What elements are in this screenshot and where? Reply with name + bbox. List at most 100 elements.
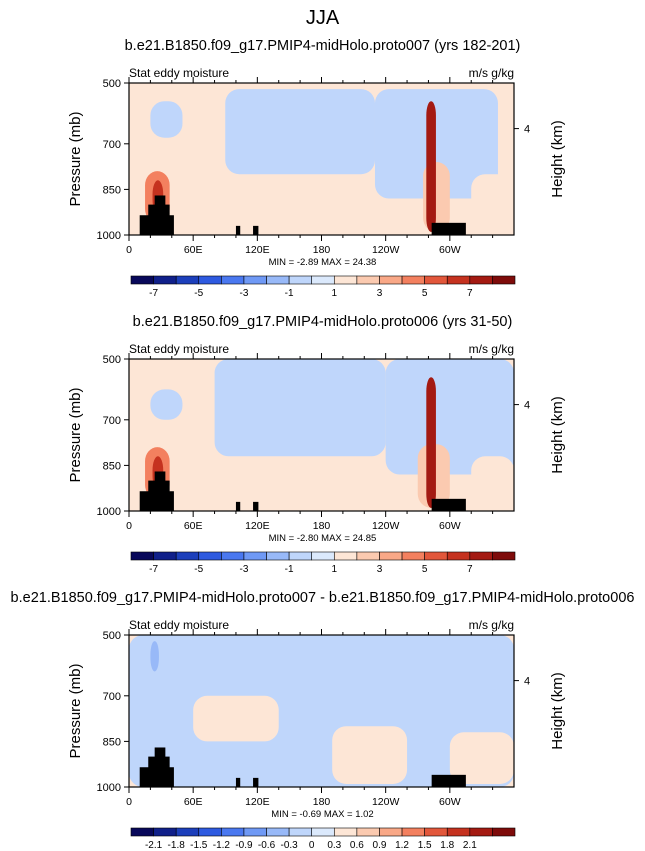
x-tick-label: 120W <box>372 796 400 808</box>
y-tick-label: 1000 <box>97 230 121 242</box>
y-tick-label: 700 <box>103 691 121 703</box>
colorbar-swatch <box>492 275 516 285</box>
colorbar-swatch <box>401 827 425 837</box>
colorbar-swatch <box>492 551 516 561</box>
colorbar-label: -1.8 <box>168 840 186 851</box>
colorbar-swatch <box>446 551 471 561</box>
colorbar-swatch <box>130 827 154 837</box>
colorbar-swatch <box>266 827 290 837</box>
contour-patch <box>385 359 514 475</box>
colorbar-label: -5 <box>194 288 203 299</box>
colorbar-swatch <box>379 275 403 285</box>
colorbar-swatch <box>446 827 471 837</box>
colorbar-swatch <box>311 551 335 561</box>
colorbar-swatch <box>243 275 267 285</box>
colorbar-swatch <box>424 275 448 285</box>
y-axis-label: Pressure (mb) <box>67 663 84 758</box>
units-label: m/s g/kg <box>469 342 514 356</box>
colorbar-swatch <box>266 275 290 285</box>
min-max-label: MIN = -2.89 MAX = 24.38 <box>269 257 377 268</box>
colorbar-label: 0.3 <box>327 840 341 851</box>
contour-patch <box>150 101 183 138</box>
x-tick-label: 180 <box>313 796 331 808</box>
colorbar-swatch <box>469 275 493 285</box>
colorbar-swatch <box>311 827 335 837</box>
x-tick-label: 60W <box>439 520 461 532</box>
colorbar-swatch <box>333 275 358 285</box>
y-right-tick-label: 4 <box>524 124 530 136</box>
colorbar-swatch <box>221 275 245 285</box>
colorbar-label: -0.6 <box>258 840 276 851</box>
colorbar-label: -5 <box>194 564 203 575</box>
panel-title: b.e21.B1850.f09_g17.PMIP4-midHolo.proto0… <box>133 314 513 330</box>
x-tick-label: 120W <box>372 244 400 256</box>
panel-title: b.e21.B1850.f09_g17.PMIP4-midHolo.proto0… <box>125 38 521 54</box>
contour-patch <box>129 635 514 787</box>
field-label: Stat eddy moisture <box>129 618 229 632</box>
colorbar-label: 7 <box>467 564 473 575</box>
colorbar-label: 3 <box>377 564 383 575</box>
colorbar-swatch <box>424 551 448 561</box>
colorbar-label: -3 <box>239 564 248 575</box>
colorbar-label: -7 <box>149 564 158 575</box>
colorbar-label: -0.9 <box>235 840 253 851</box>
colorbar-swatch <box>198 275 222 285</box>
terrain-mask <box>253 501 259 511</box>
colorbar-swatch <box>288 551 313 561</box>
panel-title: b.e21.B1850.f09_g17.PMIP4-midHolo.proto0… <box>11 590 635 606</box>
x-tick-label: 120E <box>245 520 270 532</box>
colorbar-swatch <box>288 827 313 837</box>
colorbar-swatch <box>153 275 177 285</box>
terrain-mask <box>431 774 466 787</box>
colorbar-label: 1 <box>332 564 338 575</box>
min-max-label: MIN = -0.69 MAX = 1.02 <box>271 809 373 820</box>
colorbar-label: 0.6 <box>350 840 364 851</box>
colorbar-swatch <box>175 551 200 561</box>
colorbar-swatch <box>492 827 516 837</box>
colorbar-label: 0.9 <box>373 840 387 851</box>
colorbar-swatch <box>130 551 154 561</box>
contour-patch <box>150 389 183 420</box>
colorbar-label: -1 <box>285 564 294 575</box>
x-tick-label: 60E <box>184 244 203 256</box>
colorbar-label: 1 <box>332 288 338 299</box>
colorbar-label: 1.8 <box>440 840 454 851</box>
colorbar-swatch <box>266 551 290 561</box>
x-tick-label: 180 <box>313 244 331 256</box>
contour-patch <box>449 732 514 784</box>
x-tick-label: 0 <box>126 520 132 532</box>
x-tick-label: 0 <box>126 796 132 808</box>
terrain-mask <box>253 777 259 787</box>
min-max-label: MIN = -2.80 MAX = 24.85 <box>269 533 377 544</box>
colorbar-swatch <box>311 275 335 285</box>
colorbar-swatch <box>221 551 245 561</box>
colorbar-label: 1.2 <box>395 840 409 851</box>
colorbar-swatch <box>356 551 380 561</box>
colorbar-swatch <box>198 827 222 837</box>
terrain-mask <box>154 471 166 511</box>
colorbar-swatch <box>243 827 267 837</box>
y-tick-label: 1000 <box>97 782 121 794</box>
x-tick-label: 60W <box>439 796 461 808</box>
contour-patch <box>426 377 436 508</box>
colorbar-swatch <box>130 275 154 285</box>
y-tick-label: 1000 <box>97 506 121 518</box>
field-label: Stat eddy moisture <box>129 342 229 356</box>
units-label: m/s g/kg <box>469 618 514 632</box>
y-right-tick-label: 4 <box>524 400 530 412</box>
colorbar-swatch <box>469 551 493 561</box>
y-tick-label: 500 <box>103 630 121 642</box>
x-tick-label: 60E <box>184 520 203 532</box>
contour-patch <box>426 101 436 232</box>
colorbar-label: -3 <box>239 288 248 299</box>
colorbar-swatch <box>379 551 403 561</box>
terrain-mask <box>253 225 259 235</box>
y-tick-label: 850 <box>103 736 121 748</box>
y-axis-label-right: Height (km) <box>549 672 566 750</box>
x-tick-label: 0 <box>126 244 132 256</box>
colorbar-swatch <box>469 827 493 837</box>
colorbar-swatch <box>401 551 425 561</box>
colorbar-label: -1 <box>285 288 294 299</box>
terrain-mask <box>154 747 166 787</box>
colorbar-swatch <box>153 551 177 561</box>
